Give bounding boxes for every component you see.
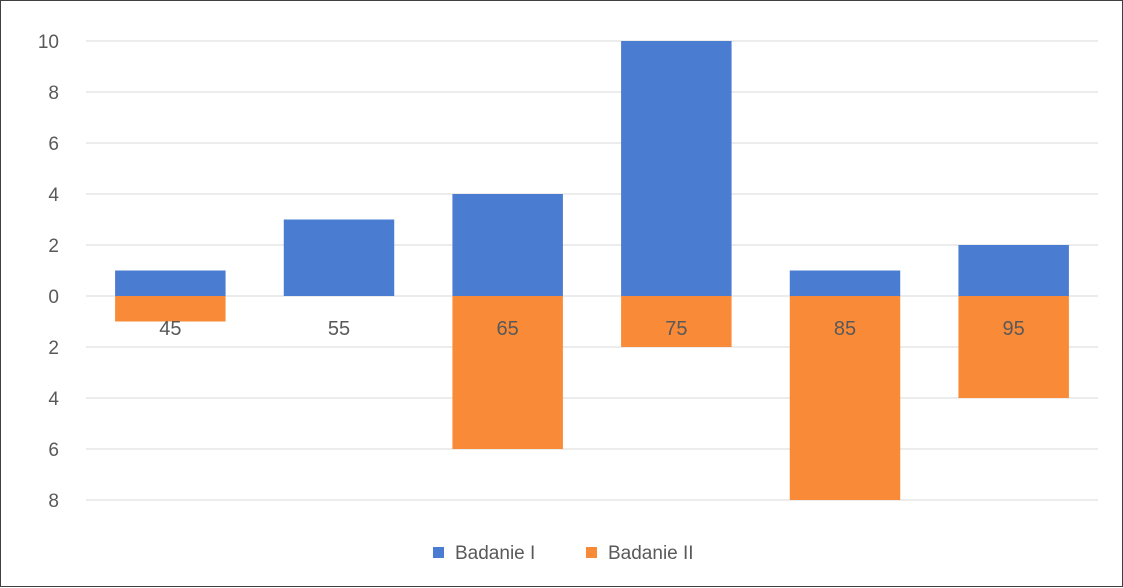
y-tick-label: 6 [48, 440, 59, 461]
category-label: 75 [665, 318, 687, 340]
y-tick-label: 2 [48, 236, 59, 257]
legend: Badanie I Badanie II [433, 543, 694, 564]
y-tick-label: 6 [48, 134, 59, 155]
y-axis-tick-labels: 10 8 6 4 2 0 2 4 6 8 [38, 32, 60, 512]
category-label: 55 [328, 318, 350, 340]
y-tick-label: 8 [48, 491, 59, 512]
bar-badanie-2-75 [621, 296, 732, 347]
category-labels: 45 55 65 75 85 95 [159, 318, 1025, 340]
legend-label: Badanie II [608, 543, 694, 564]
y-tick-label: 4 [48, 185, 59, 206]
y-tick-label: 2 [48, 338, 59, 359]
bar-badanie-1-75 [621, 41, 732, 296]
bars [115, 41, 1069, 500]
legend-swatch [433, 547, 444, 558]
y-tick-label: 4 [48, 389, 59, 410]
bar-badanie-2-65 [452, 296, 563, 449]
bar-badanie-1-65 [452, 194, 563, 296]
bar-badanie-1-55 [283, 219, 395, 296]
category-label: 85 [834, 318, 856, 340]
bar-badanie-2-45 [115, 296, 226, 322]
y-tick-label: 10 [38, 32, 59, 53]
y-tick-label: 0 [48, 287, 59, 308]
category-label: 95 [1003, 318, 1025, 340]
legend-swatch [586, 547, 597, 558]
gridlines [86, 40, 1098, 501]
bar-badanie-2-95 [958, 296, 1069, 398]
bar-badanie-1-45 [115, 270, 226, 296]
category-label: 45 [159, 318, 181, 340]
category-label: 65 [497, 318, 519, 340]
bar-badanie-1-85 [789, 270, 901, 296]
y-tick-label: 8 [48, 83, 59, 104]
bar-badanie-2-85 [789, 296, 901, 500]
bar-badanie-1-95 [958, 245, 1069, 296]
legend-label: Badanie I [455, 543, 535, 564]
